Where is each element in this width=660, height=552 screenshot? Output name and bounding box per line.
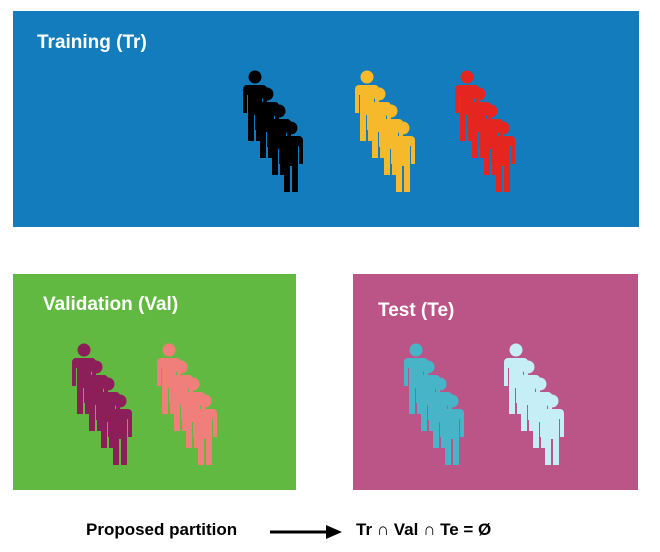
- disjoint-formula: Tr ∩ Val ∩ Te = Ø: [356, 520, 492, 539]
- people-group-yellow: [355, 70, 415, 192]
- validation-panel: Validation (Val): [13, 274, 296, 490]
- people-group-cyan: [404, 343, 464, 465]
- people-group-red: [455, 70, 515, 192]
- person-icon: [440, 394, 464, 465]
- test-title: Test (Te): [378, 300, 455, 321]
- training-people-icons: [243, 70, 515, 192]
- test-people-icons: [404, 343, 564, 465]
- person-icon: [540, 394, 564, 465]
- person-icon: [391, 121, 415, 192]
- people-group-purple: [72, 343, 132, 465]
- test-panel: Test (Te): [353, 274, 638, 490]
- person-icon: [491, 121, 515, 192]
- partition-label: Proposed partition: [86, 520, 238, 539]
- validation-title: Validation (Val): [43, 294, 179, 315]
- right-arrow-icon: [270, 525, 342, 539]
- people-group-lightblue: [504, 343, 564, 465]
- training-panel: Training (Tr): [13, 11, 639, 227]
- person-icon: [193, 394, 217, 465]
- people-group-black: [243, 70, 303, 192]
- validation-people-icons: [72, 343, 217, 465]
- people-group-salmon: [157, 343, 217, 465]
- person-icon: [108, 394, 132, 465]
- training-title: Training (Tr): [37, 32, 147, 53]
- person-icon: [279, 121, 303, 192]
